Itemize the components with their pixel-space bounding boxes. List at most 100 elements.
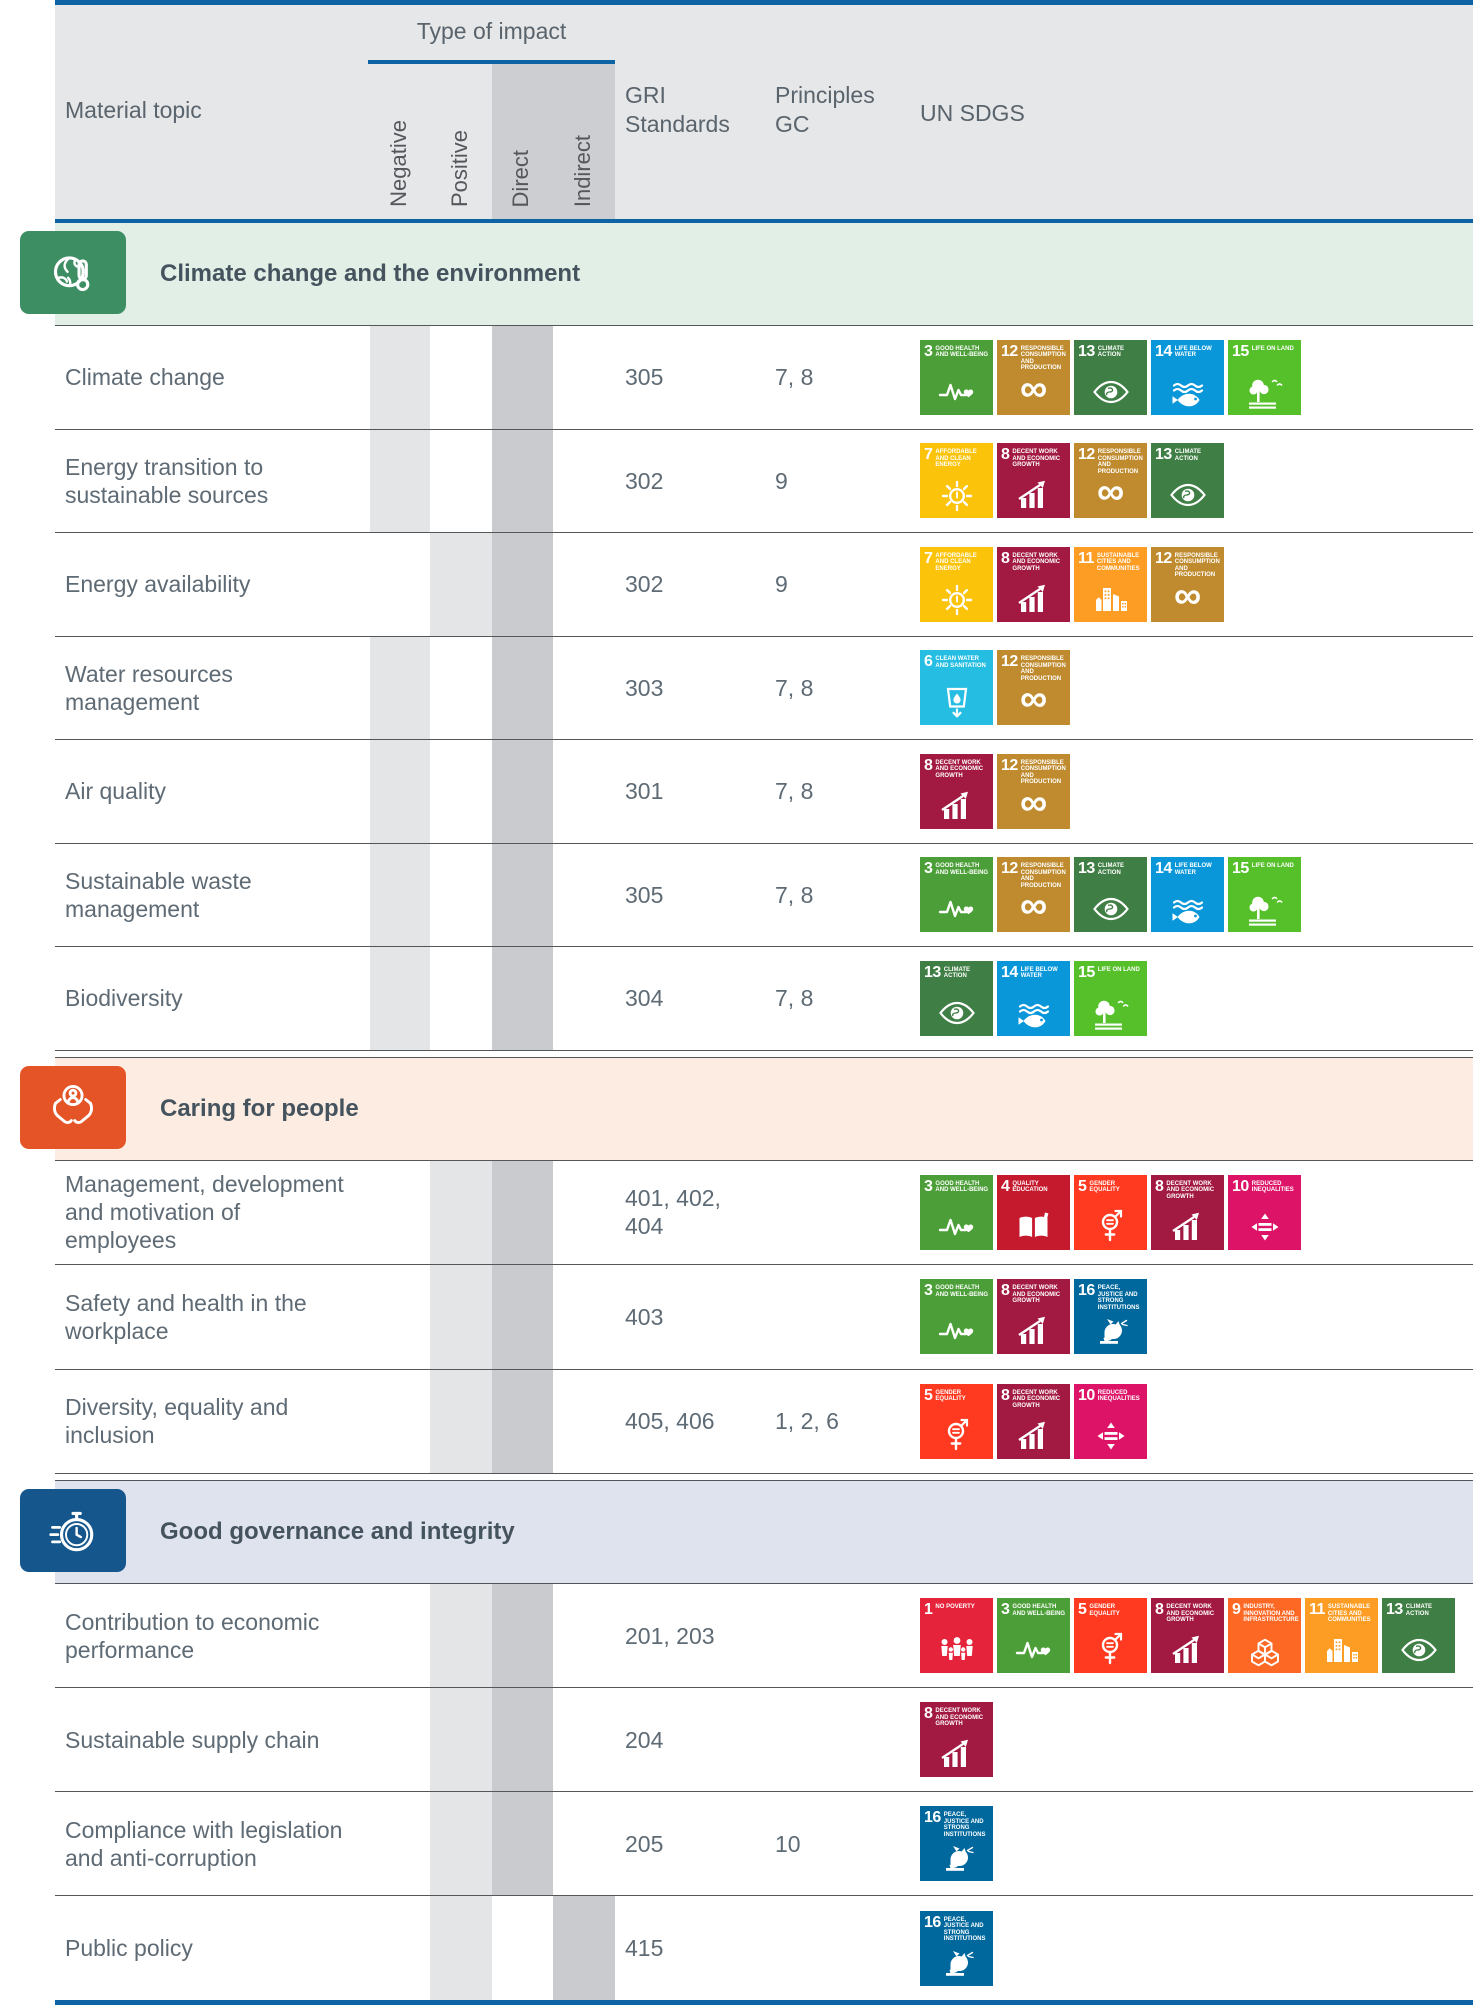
sdg-number: 14: [1155, 342, 1172, 360]
principles-gc-cell-text: 9: [775, 467, 788, 494]
sdg-tile-13: 13 CLIMATE ACTION: [920, 960, 993, 1036]
sdg-tile-14: 14 LIFE BELOW WATER: [1151, 857, 1224, 933]
topic-cell: Contribution to economic performance: [65, 1584, 385, 1687]
sdg-title: REDUCED INEQUALITIES: [1097, 1389, 1140, 1403]
sdg-number: 13: [1386, 1601, 1403, 1618]
impact-positive-mark: [430, 1160, 492, 1264]
section-band: Caring for people: [20, 1056, 1473, 1161]
impact-negative-mark: [370, 843, 430, 946]
sdg-tile-15: 15 LIFE ON LAND: [1228, 339, 1301, 415]
impact-direct-mark: [492, 1160, 553, 1264]
sdg-title: LIFE ON LAND: [1251, 863, 1294, 870]
sdg-title: PEACE, JUSTICE AND STRONG INSTITUTIONS: [943, 1812, 986, 1838]
topic-cell: Energy availability: [65, 533, 385, 636]
sdg-tile-13: 13 CLIMATE ACTION: [1151, 443, 1224, 519]
section-band: Good governance and integrity: [20, 1480, 1473, 1584]
sdg-title: RESPONSIBLE CONSUMPTION AND PRODUCTION: [1097, 449, 1143, 475]
sdg-pictogram-icon: [920, 887, 993, 931]
sdg-title: QUALITY EDUCATION: [1012, 1180, 1048, 1194]
principles-gc-cell: 7, 8: [775, 740, 910, 843]
principles-gc-cell: 7, 8: [775, 947, 910, 1050]
sdg-cell: 8 DECENT WORK AND ECONOMIC GROWTH 12 RESPON…: [920, 740, 1473, 843]
sdg-tile-13: 13 CLIMATE ACTION: [1382, 1598, 1455, 1673]
sdg-cell: 3 GOOD HEALTH AND WELL-BEING 12 RESPONSIBLE…: [920, 844, 1473, 947]
impact-direct-mark: [492, 843, 553, 946]
sdg-number: 15: [1232, 342, 1249, 360]
topic-cell: Air quality: [65, 740, 385, 843]
top-border: [55, 0, 1473, 5]
impact-positive-mark: [430, 1792, 492, 1895]
sdg-tile-10: 10 REDUCED INEQUALITIES: [1228, 1174, 1301, 1250]
sdg-pictogram-icon: [1074, 1205, 1147, 1249]
gri-standards-cell: 305: [625, 326, 760, 429]
gri-standards-cell: 401, 402, 404: [625, 1161, 760, 1265]
sdg-title: GOOD HEALTH AND WELL-BEING: [935, 1285, 989, 1298]
sdg-pictogram-icon: [1382, 1628, 1455, 1672]
sdg-title: DECENT WORK AND ECONOMIC GROWTH: [935, 759, 984, 779]
sdg-tile-8: 8 DECENT WORK AND ECONOMIC GROWTH: [997, 443, 1070, 519]
gri-standards-cell-text: 301: [625, 778, 664, 805]
direct-indirect-panel: [492, 64, 615, 219]
principles-gc-header: Principles GC: [775, 82, 875, 137]
globe-thermometer-icon: [20, 231, 126, 314]
sdg-number: 8: [1155, 1177, 1164, 1195]
sdg-tile-14: 14 LIFE BELOW WATER: [997, 960, 1070, 1036]
impact-direct-mark: [492, 1369, 553, 1473]
sdg-pictogram-icon: ∞: [997, 369, 1070, 414]
table-row: Biodiversity 304 7, 8 13 CLIMATE ACTION 14 LIF…: [55, 947, 1473, 1051]
impact-positive-mark: [430, 533, 492, 636]
sdg-title: INDUSTRY, INNOVATION AND INFRASTRUCTURE: [1243, 1604, 1299, 1623]
principles-gc-cell: 7, 8: [775, 637, 910, 740]
table-row: Air quality 301 7, 8 8 DECENT WORK AND ECONO…: [55, 740, 1473, 844]
table-header: Material topic Type of impact Negative P…: [55, 5, 1473, 219]
sdg-title: CLEAN WATER AND SANITATION: [935, 656, 986, 669]
sdg-number: 8: [924, 756, 933, 774]
sdg-number: 3: [924, 1177, 933, 1195]
impact-indirect-mark: [553, 1792, 615, 1895]
sdg-number: 1: [924, 1601, 933, 1618]
sdg-pictogram-icon: [920, 1628, 993, 1672]
impact-indirect-mark: [553, 740, 615, 843]
sdg-title: GENDER EQUALITY: [935, 1389, 966, 1403]
topic-cell: Public policy: [65, 1896, 385, 2000]
topic-cell: Biodiversity: [65, 947, 385, 1050]
sdg-tile-12: 12 RESPONSIBLE CONSUMPTION AND PRODUCTION…: [997, 650, 1070, 726]
gri-standards-cell-text: 304: [625, 985, 664, 1012]
principles-gc-cell-text: 7, 8: [775, 364, 814, 391]
section-title: Good governance and integrity: [160, 1518, 515, 1545]
section-governance: Good governance and integrity Contributio…: [20, 1480, 1473, 2000]
sdg-cell: 7 AFFORDABLE AND CLEAN ENERGY 8 DECENT WORK…: [920, 533, 1473, 636]
sdg-pictogram-icon: [1074, 1309, 1147, 1353]
sdg-number: 12: [1001, 860, 1018, 878]
table-body: Climate change and the environment Climat…: [20, 223, 1473, 2000]
sdg-pictogram-icon: [920, 991, 993, 1035]
sdg-number: 8: [1155, 1601, 1164, 1618]
impact-direct-mark: [492, 429, 553, 532]
sdg-number: 11: [1078, 549, 1094, 567]
sdg-cell: 5 GENDER EQUALITY 8 DECENT WORK AND ECONOMI…: [920, 1370, 1473, 1474]
sdg-number: 10: [1078, 1386, 1095, 1404]
sdg-number: 13: [924, 963, 941, 981]
gri-standards-cell-text: 401, 402, 404: [625, 1185, 721, 1240]
sdg-tile-9: 9 INDUSTRY, INNOVATION AND INFRASTRUCTURE: [1228, 1598, 1301, 1673]
sdg-tile-3: 3 GOOD HEALTH AND WELL-BEING: [997, 1598, 1070, 1673]
sdg-pictogram-icon: [997, 473, 1070, 517]
infinity-icon: ∞: [1096, 471, 1125, 514]
topic-cell-text: Biodiversity: [65, 985, 183, 1012]
sdg-tile-3: 3 GOOD HEALTH AND WELL-BEING: [920, 1279, 993, 1355]
impact-direct-mark: [492, 1688, 553, 1791]
sdg-number: 12: [1001, 342, 1018, 360]
principles-gc-cell: [775, 1584, 910, 1687]
sdg-number: 4: [1001, 1177, 1010, 1195]
sdg-cell: 6 CLEAN WATER AND SANITATION 12 RESPONSIBLE…: [920, 637, 1473, 740]
sdg-pictogram-icon: [997, 1205, 1070, 1249]
sdg-pictogram-icon: [997, 1628, 1070, 1672]
sdg-number: 12: [1078, 446, 1095, 464]
sdg-title: CLIMATE ACTION: [1405, 1604, 1433, 1617]
negative-column-header: Negative: [386, 120, 411, 207]
sdg-number: 16: [1078, 1282, 1095, 1300]
sdg-number: 14: [1001, 963, 1018, 981]
table-row: Contribution to economic performance 201, …: [55, 1584, 1473, 1688]
sdg-tile-12: 12 RESPONSIBLE CONSUMPTION AND PRODUCTION…: [997, 753, 1070, 829]
infinity-icon: ∞: [1019, 781, 1048, 824]
